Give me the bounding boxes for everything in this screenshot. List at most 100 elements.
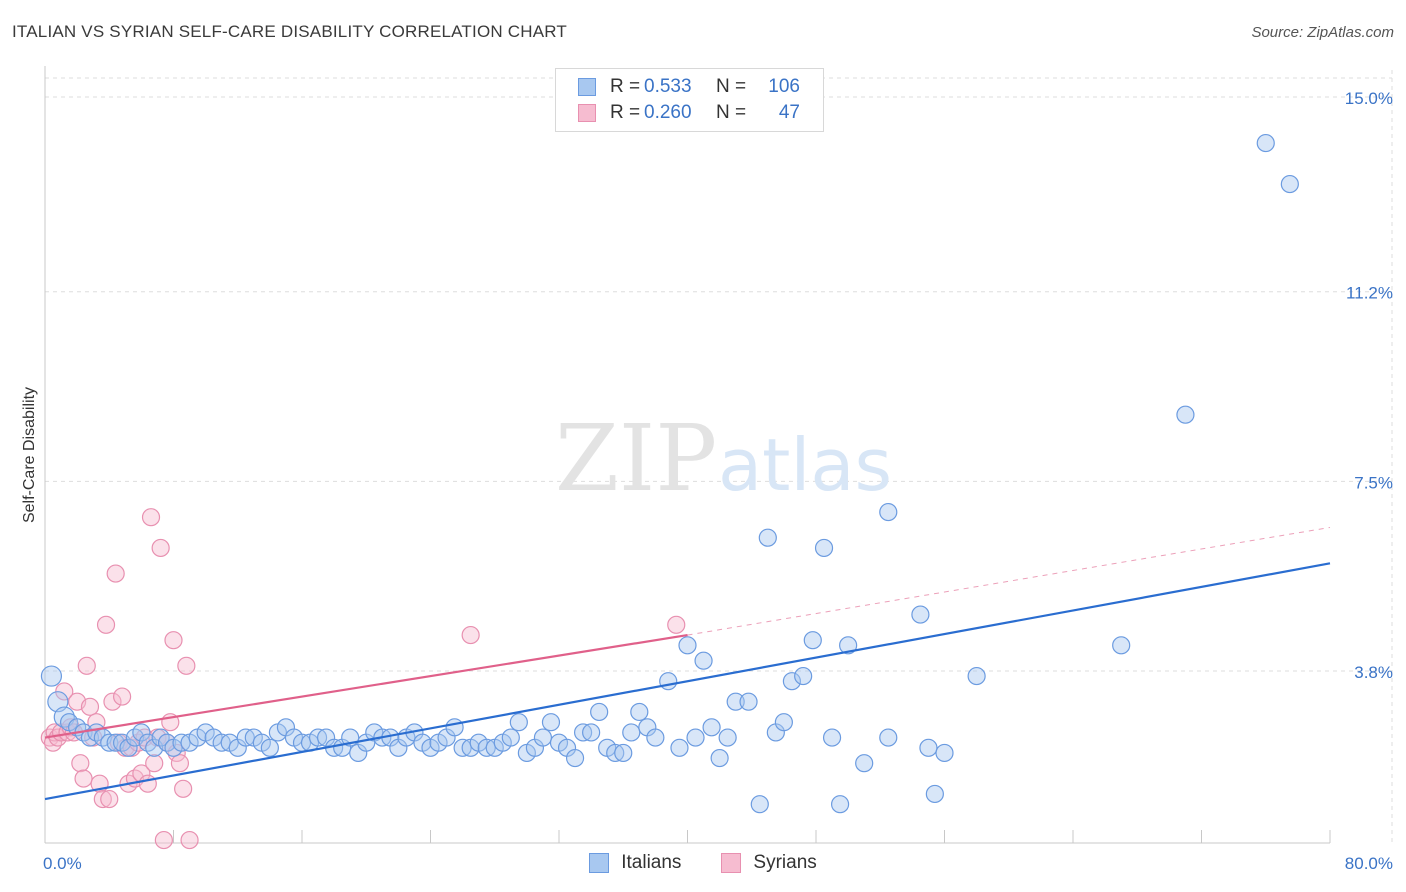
italians-legend-swatch	[589, 853, 610, 873]
syrians-point	[93, 789, 112, 809]
syrians-trend-line	[44, 633, 688, 739]
trend-lines	[44, 526, 1331, 801]
syrians-point	[87, 713, 106, 732]
syrians-point	[461, 625, 480, 645]
italians-point	[119, 738, 138, 757]
syrians-point	[164, 631, 183, 650]
syrians-point	[80, 697, 100, 716]
italians-point	[622, 723, 641, 742]
syrians-point	[151, 538, 170, 558]
italians-point	[40, 665, 63, 687]
italians-point	[686, 728, 705, 747]
x-tick-label: 80.0%	[1345, 854, 1393, 873]
italians-point	[565, 748, 585, 768]
legend-item-syrians[interactable]: Syrians	[721, 852, 817, 874]
syrians-point	[74, 769, 93, 788]
syrians-point	[112, 687, 132, 706]
italians-point	[726, 692, 745, 711]
italians-point	[132, 723, 151, 742]
italians-point	[925, 784, 944, 804]
axes	[44, 66, 1331, 844]
italians-point	[533, 728, 553, 747]
x-tick-label: 0.0%	[43, 854, 82, 873]
italians-legend-label: Italians	[621, 852, 682, 873]
italians-point	[967, 666, 986, 686]
syrians-point	[177, 656, 196, 675]
italians-point	[782, 672, 802, 691]
italians-point	[678, 636, 697, 655]
italians-point	[774, 713, 793, 732]
italians-point	[794, 666, 813, 686]
italians-point	[501, 728, 520, 747]
italians-point	[590, 702, 609, 722]
syrians-point	[667, 615, 686, 634]
italians-point	[935, 743, 954, 763]
italians-point	[830, 795, 850, 814]
legend-n-label: N =	[716, 76, 747, 97]
y-tick-label: 11.2%	[1346, 284, 1393, 303]
source-credit: Source: ZipAtlas.com	[1251, 24, 1394, 41]
syrians-point	[180, 830, 199, 850]
syrians-point	[77, 656, 96, 675]
legend-item-italians[interactable]: Italians	[589, 852, 681, 874]
syrians-point	[100, 789, 119, 809]
syrians-point	[170, 754, 190, 773]
italians-point	[1280, 174, 1299, 194]
series-legend: Italians Syrians	[0, 852, 1406, 874]
syrians-point	[138, 774, 157, 793]
chart-title: ITALIAN VS SYRIAN SELF-CARE DISABILITY C…	[12, 22, 568, 41]
italians-point	[260, 738, 279, 757]
italians-point	[1256, 133, 1275, 153]
italians-point	[839, 636, 858, 655]
syrians-trend-extension	[687, 526, 1331, 636]
italians-points	[40, 133, 1299, 814]
stats-legend: R = 0.533 N = 106 R = 0.260 N = 47	[555, 68, 824, 132]
syrians-point	[154, 830, 173, 850]
italians-point	[702, 718, 721, 737]
syrians-point	[145, 754, 164, 773]
italians-point	[646, 728, 665, 747]
legend-n-label: N =	[716, 102, 747, 123]
syrians-point	[103, 692, 122, 711]
italians-point	[855, 754, 874, 773]
italians-point	[100, 733, 119, 752]
syrians-point	[96, 615, 116, 634]
y-tick-label: 15.0%	[1345, 89, 1393, 108]
legend-r-label: R =	[610, 102, 641, 123]
italians-point	[1176, 405, 1195, 424]
legend-row-italians: R = 0.533 N = 106	[578, 75, 800, 99]
italians-point	[1112, 636, 1131, 655]
syrians-legend-label: Syrians	[753, 852, 817, 873]
watermark-zip: ZIP	[555, 405, 717, 512]
italians-point	[911, 605, 930, 624]
italians-point	[750, 795, 769, 814]
italians-point	[739, 692, 758, 711]
y-tick-label: 7.5%	[1354, 473, 1393, 492]
italians-point	[541, 713, 561, 732]
italians-point	[509, 713, 528, 732]
italians-point	[659, 672, 678, 691]
italians-point	[694, 651, 713, 670]
tick-labels: 3.8% 7.5% 11.2% 15.0% 0.0% 80.0%	[43, 89, 1393, 873]
legend-n-value: 47	[778, 102, 800, 123]
italians-point	[53, 706, 75, 728]
syrians-legend-swatch	[721, 853, 742, 873]
italians-point	[582, 723, 601, 742]
syrians-point	[71, 754, 90, 773]
italians-point	[445, 718, 464, 737]
legend-r-label: R =	[610, 76, 641, 97]
italians-point	[710, 748, 729, 768]
italians-point	[919, 738, 938, 757]
italians-point	[614, 743, 633, 763]
legend-r-value: 0.533	[644, 76, 692, 97]
italians-point	[879, 728, 898, 747]
watermark: ZIP atlas	[555, 405, 892, 512]
italians-point	[758, 528, 777, 547]
syrians-point	[106, 564, 125, 583]
watermark-atlas: atlas	[718, 423, 892, 507]
legend-n-value: 106	[768, 76, 800, 97]
italians-point	[803, 631, 822, 650]
y-tick-label: 3.8%	[1354, 663, 1393, 682]
syrians-point	[174, 779, 193, 798]
